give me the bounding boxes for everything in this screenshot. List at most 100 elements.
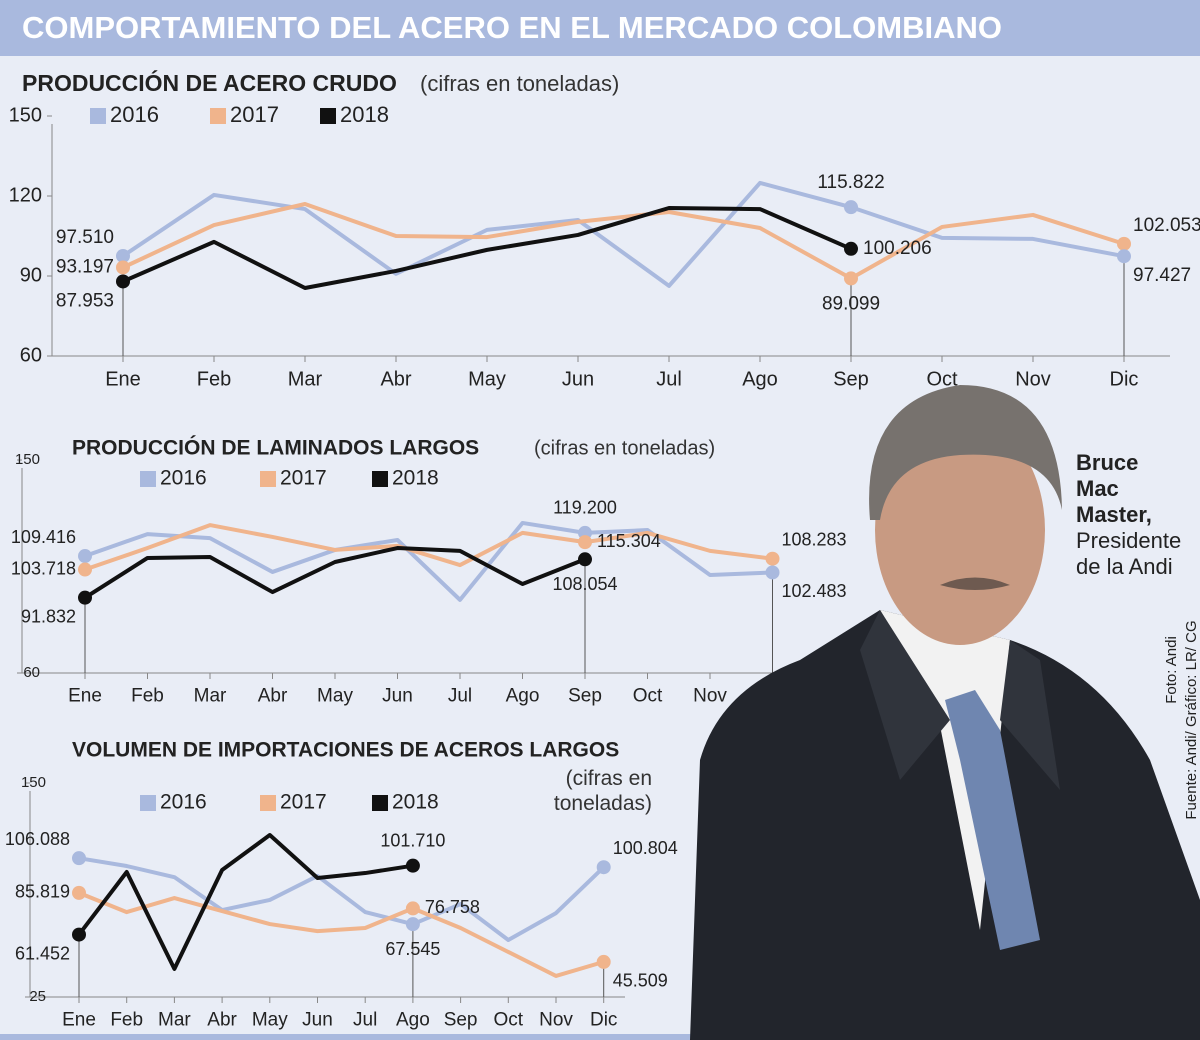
- legend-swatch: [90, 108, 106, 124]
- x-tick-label: Jul: [656, 368, 682, 390]
- chart-title: PRODUCCIÓN DE LAMINADOS LARGOS: [72, 436, 479, 460]
- x-tick-label: Ago: [506, 686, 540, 707]
- data-label: 45.509: [613, 971, 668, 991]
- data-label: 97.427: [1133, 265, 1191, 286]
- caption-role: Presidente de la Andi: [1076, 528, 1182, 579]
- x-tick-label: May: [468, 368, 506, 390]
- data-point: [72, 885, 86, 900]
- x-tick-label: Dic: [590, 1010, 617, 1031]
- x-tick-label: Jun: [302, 1010, 333, 1031]
- data-point: [72, 851, 86, 866]
- charts: PRODUCCIÓN DE ACERO CRUDO (cifras en tone…: [5, 69, 1200, 1031]
- x-tick-label: Nov: [693, 686, 727, 707]
- x-tick-label: May: [317, 686, 353, 707]
- data-point: [78, 549, 92, 564]
- title-bar: [0, 0, 1200, 56]
- data-label: 103.718: [11, 558, 76, 578]
- x-tick-label: Sep: [833, 368, 869, 390]
- y-tick-label: 90: [20, 264, 42, 286]
- y-tick-label: 150: [15, 451, 40, 468]
- x-tick-label: Jun: [562, 368, 594, 390]
- bottom-bar: [0, 1034, 1200, 1040]
- data-label: 102.483: [782, 581, 847, 601]
- data-point: [116, 260, 130, 275]
- data-point: [765, 551, 780, 566]
- y-tick-label: 25: [29, 988, 46, 1005]
- x-tick-label: Nov: [539, 1010, 573, 1031]
- x-tick-label: Oct: [926, 368, 958, 390]
- data-label: 109.416: [11, 527, 76, 547]
- series-line: [78, 891, 605, 978]
- data-point: [116, 248, 130, 263]
- legend-swatch: [260, 795, 276, 811]
- legend-label: 2017: [280, 791, 327, 814]
- data-label: 102.053: [1133, 215, 1200, 236]
- x-tick-label: Ago: [396, 1010, 430, 1031]
- y-tick-label: 150: [21, 774, 46, 791]
- data-point: [72, 927, 86, 942]
- data-point: [578, 552, 592, 567]
- series-line: [122, 206, 852, 290]
- chart-title: VOLUMEN DE IMPORTACIONES DE ACEROS LARGO…: [72, 739, 619, 762]
- chart-subtitle: (cifras en toneladas): [553, 767, 652, 815]
- x-tick-label: May: [252, 1010, 288, 1031]
- main-title: COMPORTAMIENTO DEL ACERO EN EL MERCADO C…: [22, 10, 1002, 45]
- data-point: [844, 200, 858, 215]
- data-label: 76.758: [425, 897, 480, 917]
- x-tick-label: Ene: [105, 368, 141, 390]
- x-tick-label: Sep: [568, 686, 602, 707]
- series-line: [83, 546, 586, 600]
- data-label: 93.197: [56, 256, 114, 277]
- data-point: [116, 274, 130, 289]
- legend-label: 2017: [230, 102, 279, 127]
- legend-swatch: [260, 471, 276, 487]
- legend-label: 2016: [160, 467, 207, 490]
- x-tick-label: Ago: [742, 368, 778, 390]
- legend-label: 2018: [392, 467, 439, 490]
- x-tick-label: Jul: [448, 686, 472, 707]
- data-label: 108.283: [782, 529, 847, 549]
- legend-label: 2018: [392, 791, 439, 814]
- photo-credit: Foto: Andi: [1163, 636, 1180, 704]
- x-tick-label: Sep: [444, 1010, 478, 1031]
- data-label: 106.088: [5, 829, 70, 849]
- data-label: 101.710: [380, 830, 445, 850]
- x-tick-label: Feb: [197, 368, 231, 390]
- series-line: [78, 856, 606, 942]
- caption: Bruce Mac Master, Presidente de la Andi: [1076, 450, 1200, 580]
- legend-swatch: [140, 471, 156, 487]
- legend-swatch: [320, 108, 336, 124]
- x-tick-label: Jul: [353, 1010, 377, 1031]
- x-tick-label: Feb: [131, 686, 164, 707]
- x-tick-label: Oct: [494, 1010, 524, 1031]
- data-label: 119.200: [553, 498, 617, 518]
- data-label: 67.545: [385, 939, 440, 959]
- x-tick-label: Mar: [194, 686, 227, 707]
- legend-label: 2016: [160, 791, 207, 814]
- x-tick-label: Abr: [207, 1010, 237, 1031]
- y-tick-label: 150: [9, 104, 42, 126]
- data-point: [78, 562, 92, 577]
- x-tick-label: Feb: [110, 1010, 143, 1031]
- legend-swatch: [372, 471, 388, 487]
- data-point: [405, 917, 420, 932]
- photo: [690, 385, 1200, 1040]
- data-point: [1117, 236, 1131, 251]
- x-tick-label: Jun: [382, 686, 413, 707]
- data-label: 115.822: [817, 172, 884, 193]
- data-label: 108.054: [552, 574, 617, 594]
- data-label: 115.304: [597, 531, 661, 551]
- x-tick-label: Mar: [288, 368, 323, 390]
- x-tick-label: Ene: [62, 1010, 96, 1031]
- data-label: 85.819: [15, 882, 70, 902]
- x-tick-label: Nov: [1015, 368, 1051, 390]
- data-label: 87.953: [56, 290, 114, 311]
- data-point: [405, 901, 420, 916]
- legend-swatch: [140, 795, 156, 811]
- legend-label: 2017: [280, 467, 327, 490]
- data-label: 100.804: [613, 838, 678, 858]
- data-point: [844, 271, 858, 286]
- data-point: [1117, 249, 1131, 264]
- series-line: [77, 833, 414, 971]
